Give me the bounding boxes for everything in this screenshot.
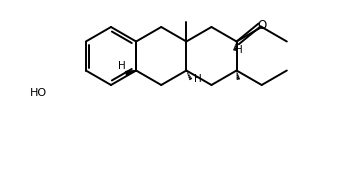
Text: HO: HO xyxy=(29,88,47,98)
Polygon shape xyxy=(125,71,136,75)
Text: O: O xyxy=(257,19,266,31)
Text: H: H xyxy=(194,73,202,83)
Text: H: H xyxy=(118,61,126,71)
Text: H: H xyxy=(235,45,242,55)
